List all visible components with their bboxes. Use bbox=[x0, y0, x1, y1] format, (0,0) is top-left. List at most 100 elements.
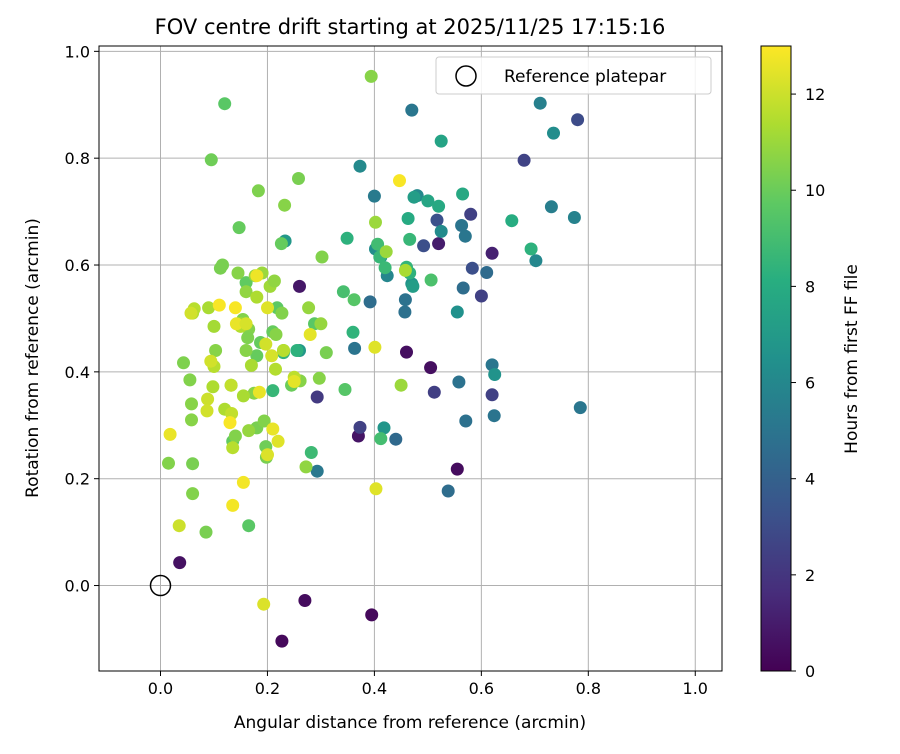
scatter-point bbox=[338, 383, 352, 396]
legend-marker-icon bbox=[455, 65, 477, 87]
scatter-point bbox=[544, 200, 558, 214]
scatter-point bbox=[427, 385, 441, 399]
scatter-point bbox=[319, 346, 333, 360]
scatter-point bbox=[241, 331, 255, 345]
colorbar-tick-label: 2 bbox=[805, 566, 815, 585]
scatter-point bbox=[398, 293, 412, 307]
scatter-point bbox=[456, 281, 470, 295]
scatter-point bbox=[265, 349, 279, 363]
scatter-point bbox=[185, 397, 198, 411]
scatter-point bbox=[299, 460, 313, 474]
scatter-point bbox=[242, 424, 256, 438]
legend-box bbox=[435, 56, 712, 95]
scatter-point bbox=[450, 462, 464, 476]
scatter-point bbox=[207, 319, 221, 333]
scatter-point bbox=[202, 301, 216, 315]
scatter-point bbox=[183, 373, 197, 387]
scatter-point bbox=[274, 237, 288, 251]
scatter-point bbox=[487, 409, 501, 423]
scatter-point bbox=[406, 279, 420, 293]
scatter-point bbox=[257, 597, 271, 611]
scatter-point bbox=[346, 325, 360, 339]
y-tick-label: 0.0 bbox=[65, 577, 90, 596]
colorbar-tick-label: 8 bbox=[805, 277, 815, 296]
scatter-point bbox=[226, 498, 240, 512]
scatter-point bbox=[293, 279, 306, 293]
scatter-points bbox=[162, 69, 587, 648]
scatter-point bbox=[389, 432, 403, 446]
scatter-point bbox=[424, 361, 438, 375]
legend-label: Reference platepar bbox=[504, 67, 666, 87]
scatter-point bbox=[398, 305, 412, 319]
scatter-point bbox=[407, 190, 421, 204]
scatter-point bbox=[163, 427, 177, 441]
scatter-point bbox=[303, 328, 317, 341]
scatter-point bbox=[432, 199, 446, 213]
scatter-point bbox=[239, 285, 253, 299]
scatter-point bbox=[379, 245, 393, 259]
colorbar: 0 2 4 6 8 10 12 Hours from first FF file bbox=[760, 45, 862, 681]
scatter-point bbox=[231, 266, 245, 280]
scatter-point bbox=[424, 273, 438, 287]
scatter-point bbox=[441, 484, 455, 498]
scatter-point bbox=[228, 301, 242, 315]
scatter-point bbox=[250, 269, 264, 283]
scatter-point bbox=[421, 194, 435, 208]
colorbar-gradient bbox=[761, 46, 791, 671]
scatter-point bbox=[363, 295, 377, 309]
colorbar-ticks: 0 2 4 6 8 10 12 bbox=[791, 85, 825, 681]
scatter-point bbox=[275, 306, 289, 320]
scatter-point bbox=[430, 213, 444, 227]
scatter-point bbox=[218, 97, 232, 111]
scatter-point bbox=[226, 441, 240, 455]
scatter-point bbox=[459, 414, 473, 428]
scatter-point bbox=[485, 246, 499, 260]
scatter-point bbox=[252, 385, 266, 399]
scatter-point bbox=[213, 261, 227, 275]
scatter-point bbox=[480, 266, 494, 279]
scatter-point bbox=[275, 634, 289, 648]
scatter-point bbox=[177, 356, 190, 370]
plot-frame bbox=[98, 45, 723, 672]
scatter-point bbox=[488, 368, 502, 381]
gridlines bbox=[99, 46, 722, 671]
scatter-point bbox=[229, 317, 243, 331]
scatter-point bbox=[401, 212, 415, 225]
x-tick-label: 0.4 bbox=[362, 679, 387, 698]
scatter-point bbox=[290, 344, 304, 357]
scatter-point bbox=[186, 457, 200, 471]
scatter-point bbox=[465, 261, 479, 275]
scatter-point bbox=[223, 416, 237, 430]
scatter-point bbox=[236, 389, 250, 403]
scatter-point bbox=[310, 390, 324, 404]
scatter-point bbox=[505, 214, 519, 228]
scatter-point bbox=[298, 594, 312, 607]
scatter-point bbox=[336, 285, 350, 299]
scatter-point bbox=[302, 301, 316, 315]
scatter-point bbox=[365, 608, 379, 622]
scatter-point bbox=[394, 378, 408, 392]
scatter-point bbox=[452, 375, 466, 389]
scatter-point bbox=[485, 388, 499, 402]
x-tick-label: 0.2 bbox=[255, 679, 280, 698]
scatter-point bbox=[259, 337, 273, 351]
scatter-point bbox=[236, 475, 250, 489]
colorbar-tick-label: 10 bbox=[805, 181, 825, 200]
scatter-point bbox=[250, 290, 264, 304]
y-tick-label: 0.6 bbox=[65, 256, 90, 275]
scatter-point bbox=[244, 358, 258, 372]
y-axis-label: Rotation from reference (arcmin) bbox=[23, 218, 43, 498]
scatter-point bbox=[400, 345, 413, 359]
y-tick-label: 0.8 bbox=[65, 149, 90, 168]
scatter-point bbox=[347, 293, 361, 307]
scatter-point bbox=[353, 159, 367, 173]
scatter-point bbox=[292, 172, 305, 185]
x-tick-label: 1.0 bbox=[683, 679, 708, 698]
scatter-point bbox=[517, 153, 531, 167]
scatter-point bbox=[209, 344, 223, 357]
x-tick-label: 0.6 bbox=[469, 679, 494, 698]
scatter-point bbox=[250, 349, 264, 363]
scatter-point bbox=[364, 69, 378, 83]
scatter-point bbox=[369, 215, 382, 229]
